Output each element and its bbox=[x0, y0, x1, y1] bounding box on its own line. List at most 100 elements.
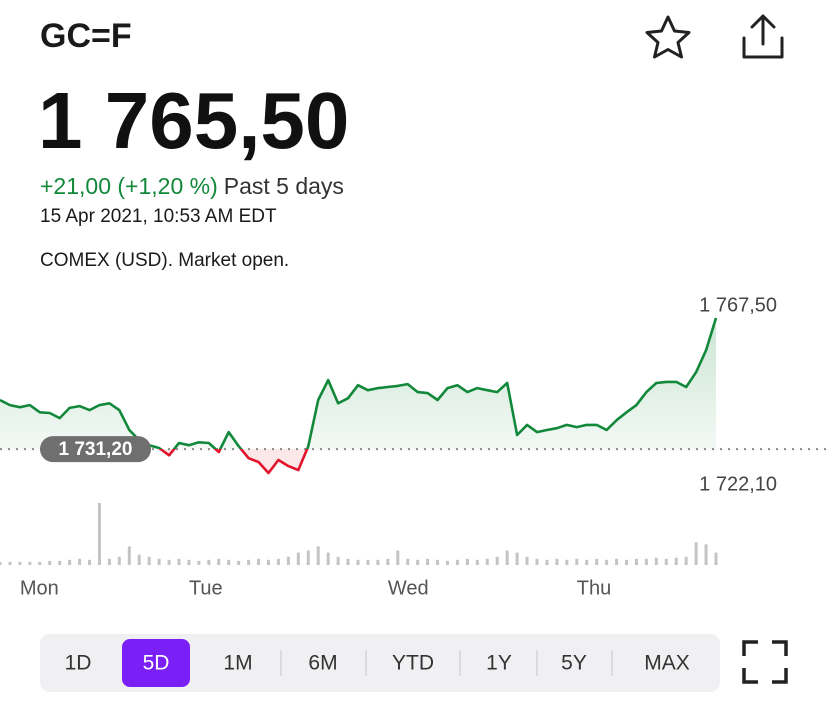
volume-bar bbox=[257, 558, 261, 565]
volume-bar bbox=[495, 556, 499, 565]
volume-bar bbox=[68, 559, 72, 565]
x-tick-label: Mon bbox=[20, 577, 59, 599]
fullscreen-icon[interactable] bbox=[742, 640, 788, 684]
volume-bar bbox=[97, 503, 101, 565]
range-selected[interactable] bbox=[122, 639, 190, 687]
volume-bar bbox=[366, 559, 370, 565]
price: 1 765,50 bbox=[38, 76, 349, 165]
change-line: +21,00 (+1,20 %) Past 5 days bbox=[40, 173, 344, 199]
volume-bar bbox=[48, 560, 52, 565]
x-tick-label: Thu bbox=[577, 577, 611, 599]
volume-bar bbox=[356, 559, 360, 565]
range-option[interactable]: 5D bbox=[143, 652, 170, 675]
volume-bar bbox=[714, 552, 718, 565]
volume-bar bbox=[296, 552, 300, 565]
volume-bar bbox=[615, 558, 619, 565]
volume-bar bbox=[704, 544, 708, 565]
volume-bar bbox=[455, 559, 459, 565]
range-option[interactable]: 1D bbox=[65, 652, 92, 675]
volume-bar bbox=[117, 556, 121, 565]
y-tick-label: 1 722,10 bbox=[699, 473, 777, 495]
volume-bar bbox=[247, 559, 251, 565]
range-option[interactable]: 6M bbox=[308, 652, 337, 675]
volume-bar bbox=[535, 558, 539, 565]
volume-bar bbox=[78, 558, 82, 565]
star-icon[interactable] bbox=[645, 15, 691, 59]
volume-bar bbox=[674, 557, 678, 565]
volume-bar bbox=[416, 559, 420, 565]
x-tick-label: Wed bbox=[388, 577, 429, 599]
period: Past 5 days bbox=[224, 173, 344, 199]
volume-bar bbox=[187, 559, 191, 565]
range-option[interactable]: MAX bbox=[644, 652, 690, 675]
volume-bar bbox=[267, 559, 270, 565]
volume-bar bbox=[585, 559, 589, 565]
volume-bar bbox=[575, 558, 579, 565]
volume-bar bbox=[157, 558, 161, 565]
share-arrow[interactable] bbox=[750, 14, 776, 46]
volume-bar bbox=[107, 558, 111, 565]
volume-bar bbox=[227, 559, 231, 565]
volume-bar bbox=[475, 559, 479, 565]
share-button[interactable] bbox=[742, 14, 784, 59]
volume-bar bbox=[58, 560, 62, 565]
volume-bar bbox=[346, 558, 350, 565]
volume-bar bbox=[386, 558, 390, 565]
volume-bar bbox=[18, 561, 22, 565]
price-area bbox=[0, 318, 716, 450]
volume-bar bbox=[525, 556, 529, 565]
volume-bar bbox=[396, 550, 400, 565]
volume-bar bbox=[127, 546, 131, 565]
volume-bar bbox=[426, 558, 430, 565]
range-option[interactable]: YTD bbox=[392, 652, 434, 675]
timestamp: 15 Apr 2021, 10:53 AM EDT bbox=[40, 206, 277, 227]
volume-bar bbox=[595, 558, 599, 565]
x-tick-label: Tue bbox=[189, 577, 223, 599]
price-line bbox=[0, 317, 718, 475]
volume-bar bbox=[336, 556, 340, 565]
volume-bar bbox=[436, 559, 440, 565]
volume-bar bbox=[167, 559, 171, 565]
volume-bar bbox=[306, 550, 310, 565]
range-option[interactable]: 1M bbox=[223, 652, 252, 675]
range-bar bbox=[40, 634, 720, 692]
volume-bar bbox=[177, 558, 181, 565]
reference-label: 1 731,20 bbox=[59, 439, 133, 460]
volume-bar bbox=[217, 558, 221, 565]
volume-bar bbox=[137, 554, 141, 565]
volume-bar bbox=[0, 561, 2, 565]
range-option[interactable]: 5Y bbox=[561, 652, 587, 675]
volume-bar bbox=[634, 558, 638, 565]
volume-bar bbox=[197, 560, 201, 565]
volume-bar bbox=[664, 558, 668, 565]
volume-bar bbox=[88, 559, 91, 565]
range-option[interactable]: 1Y bbox=[486, 652, 512, 675]
fullscreen-button[interactable] bbox=[742, 640, 788, 684]
volume-bar bbox=[207, 559, 211, 565]
volume-bar bbox=[286, 556, 290, 565]
y-tick-label: 1 767,50 bbox=[699, 294, 777, 316]
volume-bar bbox=[684, 556, 688, 565]
volume-bar bbox=[505, 550, 509, 565]
symbol: GC=F bbox=[40, 17, 132, 55]
volume-bar bbox=[485, 558, 489, 565]
volume-bar bbox=[376, 559, 380, 565]
volume-bar bbox=[237, 560, 241, 565]
volume-bar bbox=[515, 552, 519, 565]
volume-bar bbox=[465, 558, 469, 565]
volume-bar bbox=[545, 559, 549, 565]
volume-bar bbox=[276, 558, 280, 565]
volume-bar bbox=[625, 559, 628, 565]
volume-bar bbox=[555, 558, 559, 565]
volume-bar bbox=[406, 558, 410, 565]
share-tray[interactable] bbox=[742, 36, 784, 59]
volume-bar bbox=[147, 556, 151, 565]
reference-pill bbox=[40, 436, 151, 463]
volume-bar bbox=[644, 558, 648, 565]
volume-bar bbox=[316, 546, 320, 565]
volume-bar bbox=[694, 542, 698, 565]
volume-bar bbox=[565, 559, 569, 565]
volume-bar bbox=[654, 557, 658, 565]
favorite-button[interactable] bbox=[645, 15, 691, 59]
